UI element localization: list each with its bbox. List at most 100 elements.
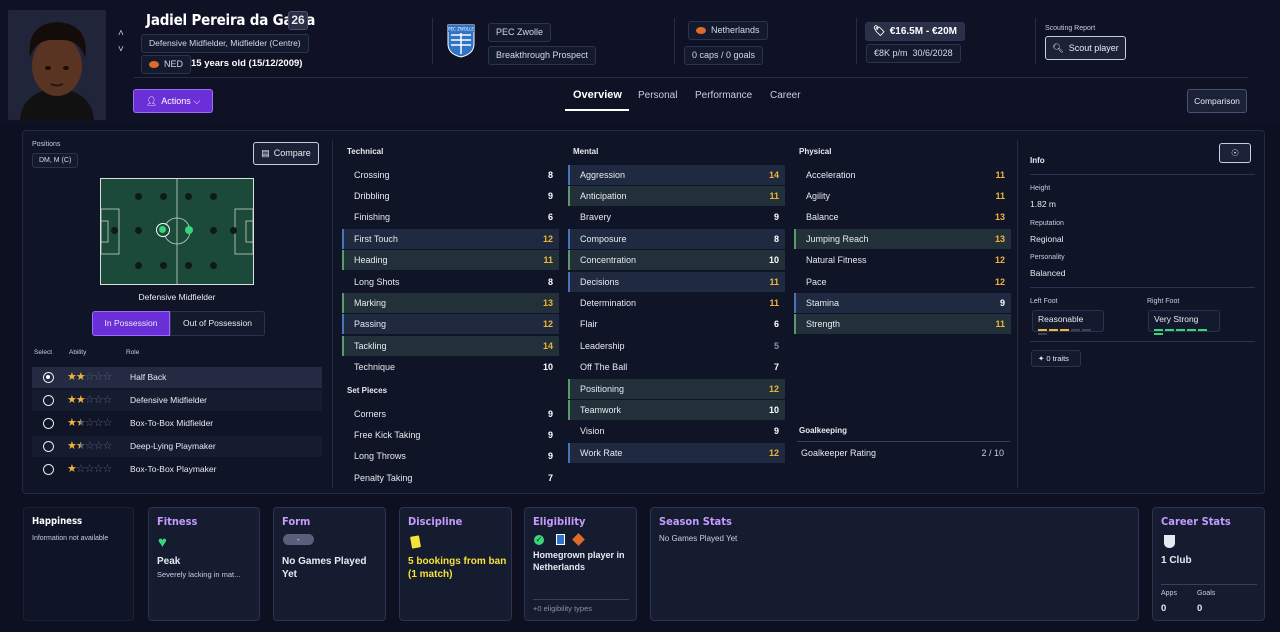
comparison-button[interactable]: Comparison bbox=[1187, 89, 1247, 113]
career-stats-card[interactable]: Career Stats 1 Club Apps 0 Goals 0 bbox=[1152, 507, 1265, 621]
divider bbox=[674, 18, 675, 64]
position-dot bbox=[185, 262, 192, 269]
attribute-row[interactable]: Heading 11 bbox=[342, 250, 559, 271]
attribute-row[interactable]: Strength 11 bbox=[794, 314, 1011, 335]
sparkle-icon: ✦ bbox=[1038, 354, 1045, 363]
season-stats-card[interactable]: Season Stats No Games Played Yet bbox=[650, 507, 1139, 621]
attribute-row[interactable]: Balance 13 bbox=[794, 207, 1011, 227]
tab-career[interactable]: Career bbox=[770, 90, 801, 101]
tab-overview[interactable]: Overview bbox=[573, 89, 622, 101]
attribute-row[interactable]: Finishing 6 bbox=[342, 207, 559, 227]
in-possession-toggle[interactable]: In Possession bbox=[92, 311, 170, 336]
attribute-row[interactable]: Positioning 12 bbox=[568, 378, 785, 399]
tab-performance[interactable]: Performance bbox=[695, 90, 753, 101]
chevron-down-icon[interactable]: ˅ bbox=[118, 44, 124, 55]
attribute-row[interactable]: Concentration 10 bbox=[568, 250, 785, 271]
attribute-row[interactable]: Composure 8 bbox=[568, 228, 785, 249]
attribute-row[interactable]: Agility 11 bbox=[794, 186, 1011, 206]
person-settings-icon[interactable]: ☉ bbox=[1219, 143, 1251, 163]
attribute-row[interactable]: Technique 10 bbox=[342, 357, 559, 377]
divider bbox=[1030, 341, 1255, 342]
club-name[interactable]: PEC Zwolle bbox=[488, 23, 552, 42]
attribute-value: 12 bbox=[994, 255, 1005, 266]
attribute-row[interactable]: Long Throws 9 bbox=[342, 446, 559, 466]
attribute-row[interactable]: Stamina 9 bbox=[794, 292, 1011, 313]
attribute-name: Concentration bbox=[580, 255, 637, 266]
traits-badge[interactable]: ✦ 0 traits bbox=[1031, 350, 1081, 367]
attribute-row[interactable]: Off The Ball 7 bbox=[568, 357, 785, 377]
attribute-value: 13 bbox=[994, 212, 1005, 223]
attribute-row[interactable]: Marking 13 bbox=[342, 292, 559, 313]
attribute-row[interactable]: Aggression 14 bbox=[568, 164, 785, 185]
compare-button[interactable]: ▤ Compare bbox=[253, 142, 319, 165]
position-dot-selected[interactable] bbox=[156, 223, 170, 237]
role-radio[interactable] bbox=[43, 395, 54, 406]
attribute-value: 6 bbox=[773, 319, 779, 330]
search-icon: 🔍︎ bbox=[1052, 43, 1064, 53]
role-row[interactable]: ★★☆☆☆ Box-To-Box Midfielder bbox=[32, 413, 322, 434]
attribute-row[interactable]: Leadership 5 bbox=[568, 336, 785, 356]
discipline-card[interactable]: Discipline 5 bookings from ban (1 match) bbox=[399, 507, 512, 621]
happiness-card[interactable]: Happiness Information not available bbox=[23, 507, 134, 621]
height-label: Height bbox=[1030, 185, 1051, 192]
attribute-row[interactable]: Long Shots 8 bbox=[342, 272, 559, 292]
attribute-name: Jumping Reach bbox=[806, 233, 869, 244]
attribute-row[interactable]: Passing 12 bbox=[342, 314, 559, 335]
out-of-possession-toggle[interactable]: Out of Possession bbox=[170, 311, 265, 336]
attribute-row[interactable]: Pace 12 bbox=[794, 272, 1011, 292]
attribute-row[interactable]: Flair 6 bbox=[568, 314, 785, 334]
attribute-value: 7 bbox=[773, 362, 779, 373]
attribute-row[interactable]: Natural Fitness 12 bbox=[794, 250, 1011, 270]
position-dot bbox=[210, 227, 217, 234]
role-row[interactable]: ★★☆☆☆ Half Back bbox=[32, 367, 322, 388]
chevron-up-icon[interactable]: ˄ bbox=[118, 28, 124, 39]
attribute-row[interactable]: Penalty Taking 7 bbox=[342, 468, 559, 488]
attribute-name: Determination bbox=[580, 297, 637, 308]
attribute-value: 8 bbox=[773, 233, 779, 244]
actions-button[interactable]: 👤︎ Actions ⌵ bbox=[133, 89, 213, 113]
left-foot-badge: Reasonable bbox=[1032, 310, 1104, 335]
attribute-row[interactable]: Bravery 9 bbox=[568, 207, 785, 227]
form-card[interactable]: Form - No Games Played Yet bbox=[273, 507, 386, 621]
role-row[interactable]: ★★☆☆☆ Defensive Midfielder bbox=[32, 390, 322, 411]
role-header: Role bbox=[126, 349, 140, 356]
positions-label: Positions bbox=[32, 141, 61, 148]
club-crest[interactable]: PEC ZWOLLE bbox=[447, 24, 475, 58]
nation-badge[interactable]: Netherlands bbox=[688, 21, 768, 40]
attribute-row[interactable]: Jumping Reach 13 bbox=[794, 228, 1011, 249]
attribute-name: Composure bbox=[580, 233, 627, 244]
attribute-row[interactable]: Free Kick Taking 9 bbox=[342, 425, 559, 445]
role-radio[interactable] bbox=[43, 464, 54, 475]
role-row[interactable]: ★★☆☆☆ Deep-Lying Playmaker bbox=[32, 436, 322, 457]
attribute-row[interactable]: Work Rate 12 bbox=[568, 442, 785, 463]
foot-meter-segment bbox=[1038, 329, 1047, 331]
scout-player-button[interactable]: 🔍︎ Scout player bbox=[1045, 36, 1126, 60]
attribute-row[interactable]: Dribbling 9 bbox=[342, 186, 559, 206]
attribute-row[interactable]: Vision 9 bbox=[568, 421, 785, 441]
attribute-row[interactable]: Teamwork 10 bbox=[568, 399, 785, 420]
role-row[interactable]: ★☆☆☆☆ Box-To-Box Playmaker bbox=[32, 459, 322, 480]
attribute-value: 11 bbox=[769, 190, 779, 201]
set-pieces-title: Set Pieces bbox=[347, 386, 388, 395]
position-dot bbox=[185, 193, 192, 200]
attribute-row[interactable]: Corners 9 bbox=[342, 404, 559, 424]
attribute-row[interactable]: Acceleration 11 bbox=[794, 165, 1011, 185]
attribute-row[interactable]: Crossing 8 bbox=[342, 165, 559, 185]
role-radio[interactable] bbox=[43, 418, 54, 429]
attribute-row[interactable]: Decisions 11 bbox=[568, 271, 785, 292]
fitness-card[interactable]: Fitness ♥ Peak Severely lacking in mat..… bbox=[148, 507, 260, 621]
attribute-row[interactable]: First Touch 12 bbox=[342, 228, 559, 249]
eligibility-card[interactable]: Eligibility ✓ Homegrown player in Nether… bbox=[524, 507, 637, 621]
position-dot bbox=[230, 227, 237, 234]
position-dot bbox=[111, 227, 118, 234]
attribute-row[interactable]: Tackling 14 bbox=[342, 335, 559, 356]
tab-personal[interactable]: Personal bbox=[638, 90, 678, 101]
season-stats-text: No Games Played Yet bbox=[659, 534, 738, 543]
attribute-row[interactable]: Determination 11 bbox=[568, 293, 785, 313]
role-radio[interactable] bbox=[43, 441, 54, 452]
mental-title: Mental bbox=[573, 147, 599, 156]
role-radio[interactable] bbox=[43, 372, 54, 383]
attribute-row[interactable]: Anticipation 11 bbox=[568, 185, 785, 206]
foot-meter-segment bbox=[1049, 329, 1058, 331]
attribute-name: Penalty Taking bbox=[354, 472, 413, 483]
